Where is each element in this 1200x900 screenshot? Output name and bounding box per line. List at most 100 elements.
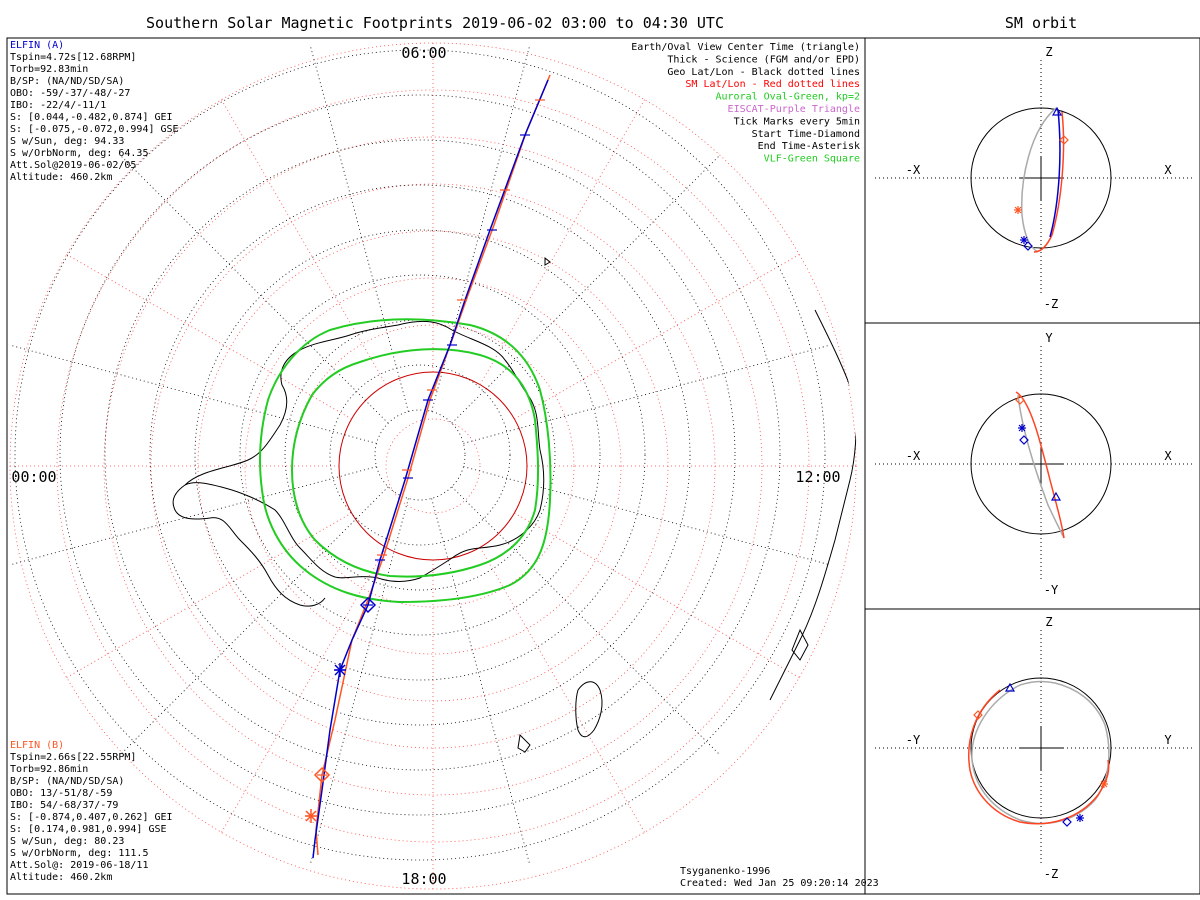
geo-longitude-line bbox=[451, 154, 721, 424]
axis-label-right: X bbox=[1164, 163, 1172, 177]
orbit-diamond-b-3 bbox=[973, 710, 983, 720]
sm-longitude-line bbox=[479, 98, 646, 385]
info-line: B/SP: (NA/ND/SD/SA) bbox=[10, 776, 124, 787]
axis-label-right: X bbox=[1164, 449, 1172, 463]
info-line: Tspin=2.66s[22.55RPM] bbox=[10, 752, 136, 763]
sm-latitude-circle bbox=[291, 324, 575, 608]
geo-latitude-circle bbox=[149, 184, 691, 726]
antarctica-coast bbox=[184, 320, 545, 582]
oval-inner bbox=[290, 348, 540, 578]
axis-label-top: Z bbox=[1045, 45, 1052, 59]
geo-longitude-line bbox=[309, 45, 409, 412]
geo-latitude-circle bbox=[284, 319, 556, 591]
orbit-a2-xz bbox=[1049, 109, 1061, 238]
legend: Earth/Oval View Center Time (triangle)Th… bbox=[631, 42, 860, 165]
sm-latitude-circle bbox=[385, 418, 481, 514]
geo-longitude-line bbox=[10, 466, 377, 566]
geo-longitude-line bbox=[463, 344, 830, 444]
legend-entry: Auroral Oval-Green, kp=2 bbox=[716, 92, 861, 103]
end-asterisk-a bbox=[334, 663, 346, 677]
orbit-a-xz bbox=[1021, 107, 1057, 253]
mlt-label-bottom: 18:00 bbox=[401, 870, 446, 888]
elfin-b-info: ELFIN (B) Tspin=2.66s[22.55RPM]Torb=92.8… bbox=[10, 740, 173, 883]
elfin-a-name: ELFIN (A) bbox=[10, 40, 64, 51]
polar-plot: 06:00 00:00 12:00 18:00 bbox=[9, 42, 857, 890]
info-line: OBO: 13/-51/8/-59 bbox=[10, 788, 112, 799]
legend-entry: Start Time-Diamond bbox=[752, 129, 860, 140]
axis-label-left: -X bbox=[906, 163, 921, 177]
info-line: Torb=92.83min bbox=[10, 64, 88, 75]
info-line: B/SP: (NA/ND/SD/SA) bbox=[10, 76, 124, 87]
geo-latitude-circle bbox=[59, 94, 781, 816]
orbit-view-triangle-1 bbox=[1051, 106, 1063, 116]
legend-entry: Geo Lat/Lon - Black dotted lines bbox=[667, 67, 860, 78]
axis-label-right: Y bbox=[1164, 733, 1172, 747]
orbit-b-xy bbox=[1015, 391, 1065, 539]
orbit-asterisk-a-2 bbox=[1018, 424, 1026, 432]
info-line: Altitude: 460.2km bbox=[10, 872, 112, 883]
sm-longitude-line bbox=[479, 547, 646, 834]
orbit-title: SM orbit bbox=[1005, 14, 1077, 32]
oval-outer bbox=[259, 318, 552, 604]
island-coast-2 bbox=[517, 733, 531, 753]
island-coast-3 bbox=[544, 256, 551, 266]
sm-longitude-line bbox=[65, 253, 352, 420]
geo-latitude-circle bbox=[14, 49, 826, 861]
info-line: S w/Sun, deg: 80.23 bbox=[10, 836, 124, 847]
axis-label-top: Y bbox=[1045, 331, 1053, 345]
start-diamond-b bbox=[313, 766, 331, 784]
info-line: S: [-0.075,-0.072,0.994] GSE bbox=[10, 124, 179, 135]
geo-longitude-line bbox=[10, 344, 377, 444]
model-credit: Tsyganenko-1996 bbox=[680, 866, 770, 877]
mlt-label-right: 12:00 bbox=[795, 468, 840, 486]
sm-latitude-circle bbox=[244, 277, 622, 655]
orbit-panel-3: Z -Z -Y Y bbox=[875, 615, 1195, 881]
info-line: S: [0.174,0.981,0.994] GSE bbox=[10, 824, 167, 835]
orbit-asterisk-a-1 bbox=[1020, 236, 1028, 244]
legend-entry: End Time-Asterisk bbox=[758, 141, 860, 152]
track-elfin-b bbox=[315, 74, 551, 856]
info-line: Att.Sol@: 2019-06-18/11 bbox=[10, 860, 148, 871]
sm-grid bbox=[9, 42, 857, 890]
info-line: S: [0.044,-0.482,0.874] GEI bbox=[10, 112, 173, 123]
plot-title: Southern Solar Magnetic Footprints 2019-… bbox=[146, 14, 724, 32]
info-line: Att.Sol@2019-06-02/05 bbox=[10, 160, 136, 171]
info-line: Tspin=4.72s[12.68RPM] bbox=[10, 52, 136, 63]
orbit-asterisk-a-3 bbox=[1076, 814, 1084, 822]
orbit-asterisk-b-3 bbox=[1100, 780, 1108, 788]
orbit-diamond-a-2 bbox=[1019, 435, 1029, 445]
info-line: S w/Sun, deg: 94.33 bbox=[10, 136, 124, 147]
orbit-diamond-a-3 bbox=[1062, 817, 1072, 827]
info-line: IBO: -22/4/-11/1 bbox=[10, 100, 106, 111]
info-line: Torb=92.86min bbox=[10, 764, 88, 775]
coastlines bbox=[172, 256, 857, 753]
orbit-panel-2: Y -Y -X X bbox=[875, 331, 1195, 597]
elfin-a-info: ELFIN (A) Tspin=4.72s[12.68RPM]Torb=92.8… bbox=[10, 40, 179, 183]
australia-coast bbox=[769, 309, 857, 701]
sm-latitude-circle bbox=[9, 42, 857, 890]
created-credit: Created: Wed Jan 25 09:20:14 2023 bbox=[680, 878, 879, 889]
geo-latitude-circle bbox=[329, 364, 511, 546]
orbit-diamond-a-1 bbox=[1023, 241, 1033, 251]
mlt-label-top: 06:00 bbox=[401, 44, 446, 62]
axis-label-left: -X bbox=[906, 449, 921, 463]
orbit-diamond-b-1 bbox=[1059, 135, 1069, 145]
axis-label-left: -Y bbox=[906, 733, 921, 747]
orbit-panels-frame bbox=[864, 37, 1200, 895]
sm-longitude-line bbox=[65, 512, 352, 679]
geo-latitude-circle bbox=[374, 409, 466, 501]
orbit-b-xz bbox=[1033, 111, 1065, 253]
geo-longitude-line bbox=[119, 486, 389, 756]
sm-latitude-circle bbox=[56, 89, 810, 843]
end-asterisk-b bbox=[305, 809, 317, 823]
sm-longitude-line bbox=[514, 512, 801, 679]
sm-longitude-line bbox=[220, 547, 387, 834]
track-markers bbox=[305, 596, 377, 823]
orbit-asterisk-b-1 bbox=[1014, 206, 1022, 214]
info-line: S w/OrbNorm, deg: 111.5 bbox=[10, 848, 148, 859]
sm-latitude-circle bbox=[197, 230, 669, 702]
legend-entry: EISCAT-Purple Triangle bbox=[728, 104, 860, 115]
orbit-a-yz bbox=[971, 680, 1110, 825]
axis-label-top: Z bbox=[1045, 615, 1052, 629]
